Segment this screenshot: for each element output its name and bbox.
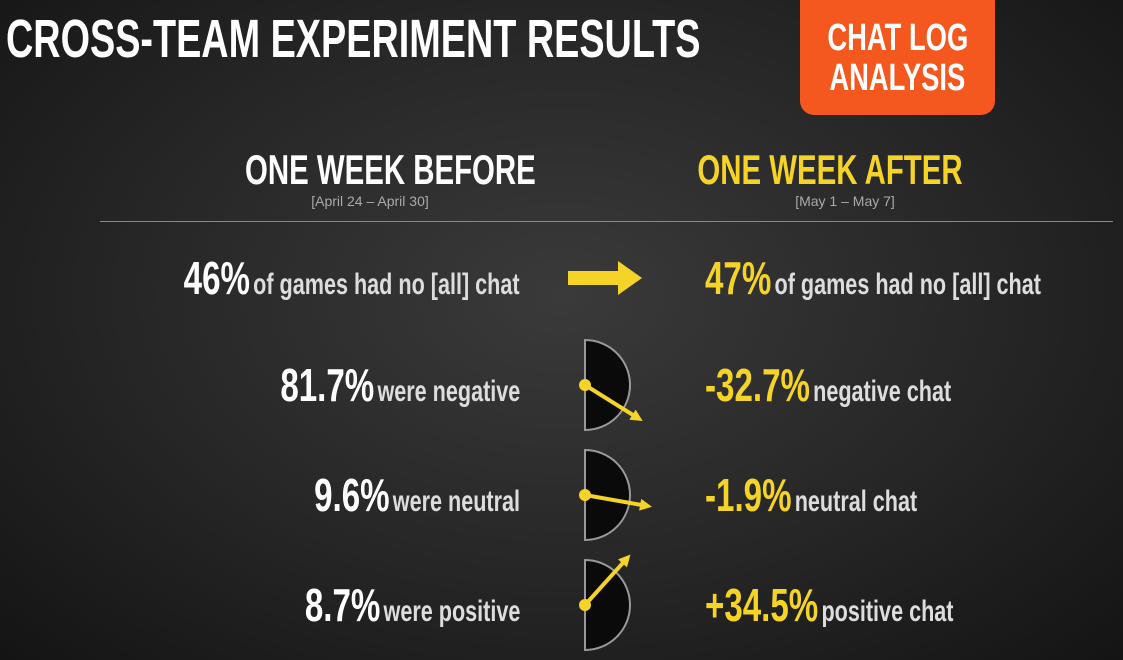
row-after: -32.7% negative chat <box>705 355 951 415</box>
needle <box>584 493 645 508</box>
row-after: 47% of games had no [all] chat <box>705 248 1041 308</box>
slide-title: CROSS-TEAM EXPERIMENT RESULTS <box>6 9 701 69</box>
row-after: -1.9% neutral chat <box>705 465 917 525</box>
row-after: +34.5% positive chat <box>705 575 954 635</box>
needle-head <box>618 554 631 568</box>
badge: CHAT LOG ANALYSIS <box>800 0 995 115</box>
arrow-icon <box>568 261 642 295</box>
before-text: were neutral <box>392 485 520 518</box>
after-text: negative chat <box>813 375 952 408</box>
after-value: -32.7% <box>705 359 810 411</box>
badge-line: ANALYSIS <box>829 56 966 99</box>
row-before: 9.6% were neutral <box>314 465 520 525</box>
gauge <box>584 448 631 542</box>
before-value: 9.6% <box>314 469 390 521</box>
icon <box>579 338 643 432</box>
row-before: 81.7% were negative <box>280 355 520 415</box>
needle-head <box>639 498 652 511</box>
row-before: 8.7% were positive <box>304 575 520 635</box>
after-value: 47% <box>705 252 772 304</box>
divider <box>100 221 1113 222</box>
row-before: 46% of games had no [all] chat <box>184 248 520 308</box>
after-value: +34.5% <box>705 579 819 631</box>
after-text: neutral chat <box>794 485 918 518</box>
after-text: of games had no [all] chat <box>774 268 1041 301</box>
column-dates: [April 24 – April 30] <box>311 193 429 209</box>
badge-line: CHAT LOG <box>827 16 968 59</box>
needle <box>583 383 637 419</box>
before-text: of games had no [all] chat <box>253 268 520 301</box>
after-text: positive chat <box>821 595 954 628</box>
icon <box>579 448 652 542</box>
needle-pivot <box>579 379 591 391</box>
gauge <box>584 558 631 652</box>
before-value: 81.7% <box>280 359 374 411</box>
before-value: 46% <box>184 252 251 304</box>
needle <box>583 559 627 607</box>
before-value: 8.7% <box>304 579 380 631</box>
icon <box>568 261 642 295</box>
after-value: -1.9% <box>705 469 792 521</box>
before-text: were negative <box>377 375 520 408</box>
before-text: were positive <box>383 595 520 628</box>
needle-pivot <box>579 599 591 611</box>
column-dates: [May 1 – May 7] <box>795 193 895 209</box>
column-title: ONE WEEK BEFORE <box>245 146 536 193</box>
gauge <box>584 338 631 432</box>
icon <box>579 554 631 652</box>
needle-head <box>629 409 643 422</box>
needle-pivot <box>579 489 591 501</box>
column-title: ONE WEEK AFTER <box>697 146 963 193</box>
